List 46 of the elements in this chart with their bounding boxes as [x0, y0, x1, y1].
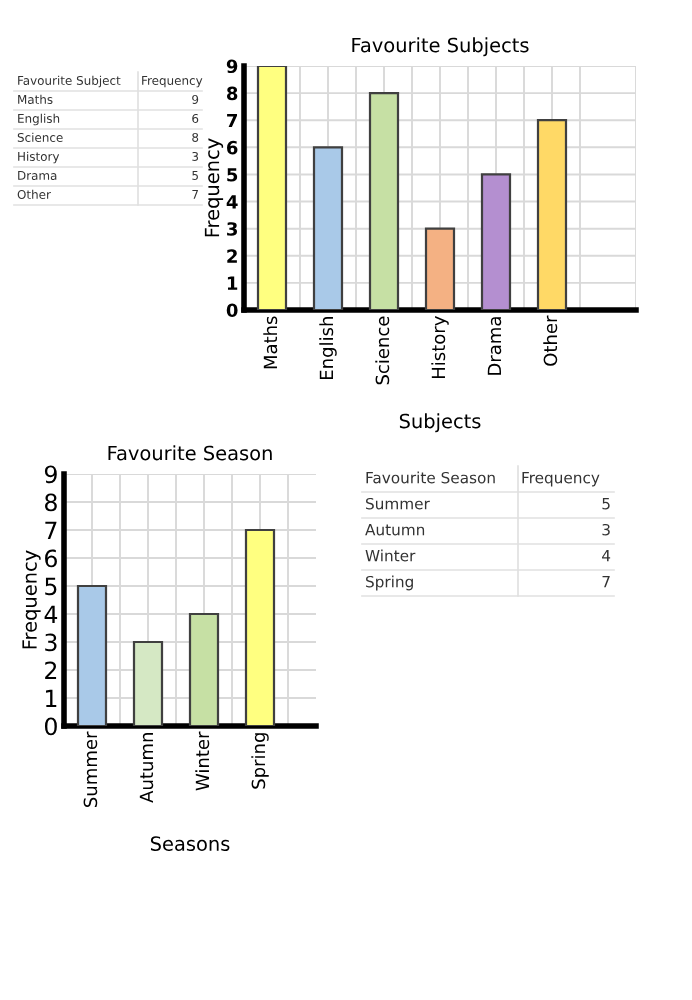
bar [368, 92, 400, 310]
y-tick-label: 1 [46, 689, 57, 707]
x-tick-label: Drama [487, 317, 502, 375]
y-axis-title: Frequency [204, 138, 224, 237]
y-tick-label: 0 [44, 717, 57, 736]
y-tick-label: 9 [44, 465, 57, 484]
y-tick-label: 5 [45, 577, 57, 596]
x-tick-label: Other [543, 315, 558, 366]
x-axis-title: Seasons [150, 836, 230, 851]
chart-title: Favourite Subjects [352, 37, 529, 57]
chart-title: Favourite Season [108, 445, 272, 461]
x-tick-label: Summer [83, 731, 98, 807]
y-tick-label: 6 [45, 549, 57, 568]
y-tick-label: 0 [226, 303, 238, 318]
y-tick-label: 5 [227, 168, 238, 182]
y-tick-label: 3 [45, 633, 57, 652]
x-tick-label: Winter [195, 731, 210, 791]
y-tick-label: 2 [227, 249, 237, 263]
y-tick-label: 8 [226, 86, 238, 101]
y-tick-label: 7 [227, 113, 238, 128]
bar [480, 173, 512, 310]
bar [132, 640, 164, 726]
y-tick-label: 4 [44, 605, 58, 623]
bar [244, 528, 276, 726]
x-tick-label: Science [375, 316, 390, 385]
x-tick-label: Spring [251, 733, 269, 789]
bar [312, 146, 344, 310]
y-tick-label: 6 [227, 140, 238, 155]
x-tick-label: History [431, 316, 449, 379]
x-tick-label: Maths [263, 316, 278, 369]
y-tick-label: 1 [227, 276, 238, 290]
bar [188, 612, 220, 726]
bar [536, 119, 568, 310]
x-axis-title: Subjects [399, 413, 481, 433]
bar [76, 584, 108, 726]
x-tick-label: Autumn [139, 733, 154, 803]
bar [256, 66, 288, 310]
y-tick-label: 4 [226, 195, 238, 209]
y-axis-title: Frequency [22, 550, 41, 649]
y-tick-label: 8 [45, 493, 57, 512]
x-tick-label: English [319, 317, 337, 379]
y-tick-label: 3 [227, 222, 238, 236]
y-tick-label: 7 [45, 521, 57, 539]
y-tick-label: 9 [226, 59, 238, 74]
bar [424, 227, 456, 310]
y-tick-label: 2 [45, 661, 57, 679]
